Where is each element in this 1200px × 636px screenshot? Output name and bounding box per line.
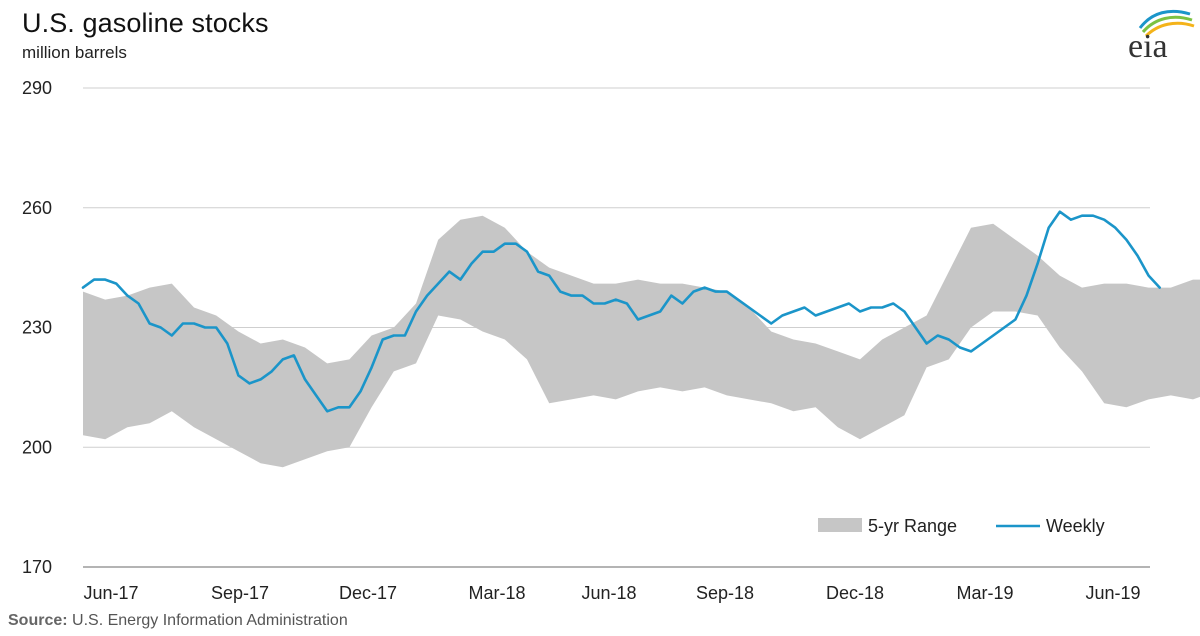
x-tick-label-mar-18: Mar-18 [468, 583, 525, 603]
legend-label-5-yr-range: 5-yr Range [868, 516, 957, 536]
y-tick-label-170: 170 [22, 557, 52, 577]
x-tick-label-mar-19: Mar-19 [956, 583, 1013, 603]
chart-title: U.S. gasoline stocks [22, 8, 269, 38]
x-tick-label-sep-18: Sep-18 [696, 583, 754, 603]
y-axis-tick-labels: 170 200 230 260 290 [22, 78, 52, 577]
x-tick-label-jun-19: Jun-19 [1085, 583, 1140, 603]
legend-label-weekly: Weekly [1046, 516, 1105, 536]
source-note: Source: U.S. Energy Information Administ… [8, 612, 348, 630]
x-tick-label-dec-18: Dec-18 [826, 583, 884, 603]
weekly-line-series [81, 210, 1161, 413]
source-text: U.S. Energy Information Administration [72, 612, 348, 629]
eia-logo-graphic: eia [1128, 9, 1195, 65]
eia-logo: eia [1118, 4, 1198, 65]
chart-subtitle: million barrels [22, 43, 127, 62]
weekly-line [81, 210, 1161, 413]
legend-swatch-5-yr-range [818, 518, 862, 532]
x-tick-label-dec-17: Dec-17 [339, 583, 397, 603]
x-tick-label-sep-17: Sep-17 [211, 583, 269, 603]
source-label: Source: [8, 612, 68, 629]
y-tick-label-230: 230 [22, 318, 52, 338]
legend: 5-yr Range Weekly [818, 516, 1105, 536]
five-year-range-area [83, 215, 1200, 468]
y-tick-label-260: 260 [22, 198, 52, 218]
x-axis-tick-labels: Jun-17 Sep-17 Dec-17 Mar-18 Jun-18 Sep-18 Dec-… [83, 583, 1140, 603]
y-tick-label-290: 290 [22, 78, 52, 98]
x-tick-label-jun-17: Jun-17 [83, 583, 138, 603]
x-tick-label-jun-18: Jun-18 [581, 583, 636, 603]
y-tick-label-200: 200 [22, 437, 52, 457]
five-year-range-band [83, 215, 1200, 468]
eia-logo-text: eia [1128, 28, 1168, 64]
